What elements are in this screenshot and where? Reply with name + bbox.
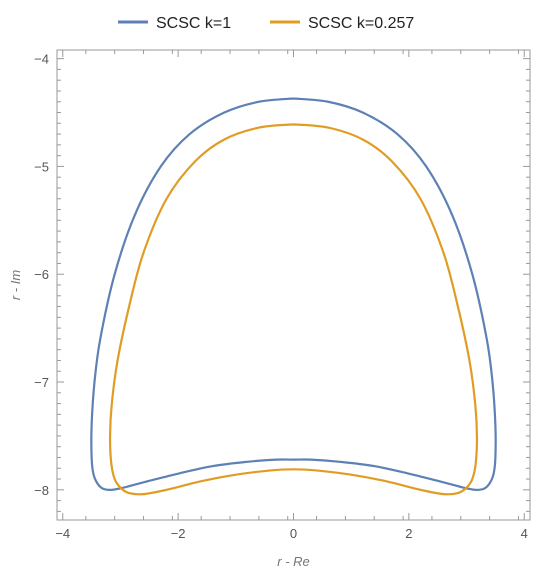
legend-label-1: SCSC k=1 <box>156 15 231 32</box>
x-tick-label: 0 <box>290 526 297 541</box>
x-axis-label: r - Re <box>277 554 310 569</box>
series-layer <box>90 97 497 496</box>
y-axis-label: r - Im <box>8 270 23 300</box>
x-tick-label: 2 <box>405 526 412 541</box>
y-tick-label: −7 <box>34 375 49 390</box>
plot-frame <box>56 49 531 521</box>
axis-ticks: −4 −2 0 2 4 −8 −7 −6 −5 −4 <box>34 50 530 541</box>
y-tick-label: −5 <box>34 159 49 174</box>
y-tick-label: −6 <box>34 267 49 282</box>
y-tick-label: −8 <box>34 483 49 498</box>
x-tick-label: 4 <box>521 526 528 541</box>
x-tick-label: −4 <box>55 526 70 541</box>
legend: SCSC k=1 SCSC k=0.257 <box>118 15 414 32</box>
series-line-1 <box>90 97 497 491</box>
y-tick-label: −4 <box>34 52 49 67</box>
legend-label-2: SCSC k=0.257 <box>308 15 414 32</box>
series-line-2 <box>108 123 479 496</box>
x-tick-label: −2 <box>171 526 186 541</box>
